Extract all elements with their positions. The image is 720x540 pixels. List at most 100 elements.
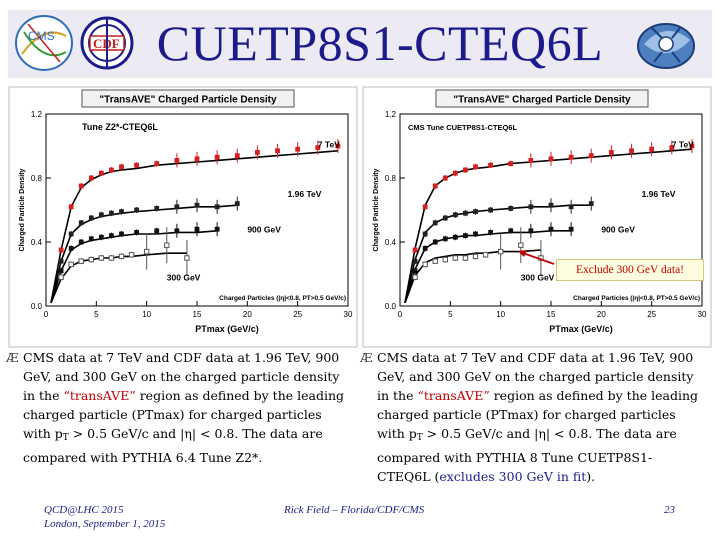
series-label: 300 GeV: [167, 272, 201, 282]
data-point: [128, 252, 135, 258]
y-tick-label: 0.0: [31, 302, 43, 311]
data-point: [442, 236, 448, 242]
data-point: [174, 204, 180, 210]
data-point: [508, 206, 514, 211]
data-point: [98, 234, 104, 240]
data-point: [134, 207, 139, 213]
chart-right-svg: "TransAVE" Charged Particle Density 0.0 0.…: [362, 86, 712, 348]
chart-title-box: [435, 89, 649, 108]
bullet-right-part4: ).: [586, 469, 596, 484]
bullet-right-highlight2: excludes 300 GeV in fit: [439, 469, 587, 484]
data-point: [58, 268, 64, 274]
data-point: [275, 148, 280, 154]
data-point: [108, 255, 115, 261]
data-point: [174, 228, 180, 234]
data-point: [452, 234, 458, 240]
data-point: [295, 146, 301, 152]
data-point: [422, 246, 428, 251]
series-0: 7 TeV: [50, 139, 341, 303]
data-point: [88, 256, 94, 263]
data-point: [463, 210, 468, 216]
data-point: [119, 209, 124, 214]
data-point: [78, 220, 84, 226]
data-point: [689, 143, 695, 149]
data-point: [134, 230, 139, 235]
cut-label: Charged Particles (|η|<0.8, PT>0.5 GeV/c…: [573, 295, 700, 302]
bullet-left-subscript: T: [62, 433, 69, 443]
data-point: [214, 154, 220, 160]
data-point: [164, 242, 170, 248]
callout-arrowhead: [518, 250, 527, 257]
data-point: [98, 255, 105, 261]
slide-header: CMS CDF CUETP8S1-CTEQ6L: [0, 0, 720, 82]
series-1: 1.96 TeV: [50, 189, 322, 303]
x-tick-label: 10: [496, 310, 505, 319]
data-point: [568, 204, 574, 210]
data-point: [58, 274, 64, 280]
bullet-left-text: CMS data at 7 TeV and CDF data at 1.96 T…: [23, 348, 346, 467]
data-point: [78, 183, 84, 189]
data-point: [143, 248, 150, 255]
x-tick-label: 30: [344, 310, 353, 319]
data-point: [442, 215, 448, 221]
series-2: 900 GeV: [50, 222, 281, 304]
bullet-right-text: CMS data at 7 TeV and CDF data at 1.96 T…: [377, 348, 700, 486]
bullet-right-part2: region as defined by the leading charged…: [377, 388, 699, 441]
data-point: [452, 212, 458, 218]
tune-label: Tune Z2*-CTEQ6L: [82, 122, 158, 132]
x-tick-label: 20: [243, 310, 252, 319]
footer-location-date: London, September 1, 2015: [44, 518, 166, 530]
footer-conference-name: QCD@LHC 2015: [44, 504, 124, 516]
data-point: [432, 258, 438, 264]
data-point: [109, 233, 114, 238]
data-point: [442, 256, 448, 263]
data-point: [68, 261, 74, 268]
exclude-300gev-callout: Exclude 300 GeV data!: [556, 259, 704, 281]
data-point: [548, 202, 554, 208]
data-point: [109, 167, 114, 173]
slide-title: CUETP8S1-CTEQ6L: [156, 15, 604, 71]
x-tick-label: 0: [44, 310, 49, 319]
cdf-logo: CDF: [80, 16, 134, 70]
bullet-left-part1: CMS data at 7 TeV and CDF data at 1.96 T…: [23, 350, 340, 403]
chart-title-box: [81, 89, 295, 108]
y-axis-label: Charged Particle Density: [373, 168, 380, 251]
data-point: [119, 164, 124, 170]
y-axis-label: Charged Particle Density: [19, 168, 26, 251]
bullet-right: Æ CMS data at 7 TeV and CDF data at 1.96…: [360, 348, 700, 486]
data-point: [58, 247, 64, 253]
data-point: [118, 253, 125, 260]
data-point: [508, 161, 514, 166]
data-point: [98, 170, 104, 176]
bullet-left-part3: > 0.5 GeV/c and |η| < 0.8. The data are …: [23, 426, 323, 465]
data-point: [442, 175, 448, 181]
chart-left: "TransAVE" Charged Particle Density 0.0 0.…: [8, 86, 358, 348]
data-point: [488, 230, 493, 235]
tune-label: CMS Tune CUETP8S1-CTEQ6L: [408, 123, 517, 132]
data-point: [452, 170, 458, 176]
series-2: 900 GeV: [404, 222, 635, 304]
data-point: [214, 204, 220, 210]
y-tick-label: 0.4: [385, 238, 397, 247]
data-point: [68, 231, 74, 237]
data-point: [194, 226, 200, 232]
data-point: [154, 206, 160, 211]
x-tick-label: 10: [142, 310, 151, 319]
data-point: [482, 252, 489, 258]
data-point: [194, 202, 200, 208]
callout-arrow: [519, 251, 555, 265]
bullet-marker: Æ: [360, 350, 373, 365]
y-tick-label: 0.4: [31, 238, 43, 247]
data-point: [412, 247, 418, 253]
y-tick-label: 0.8: [385, 174, 397, 183]
x-tick-label: 25: [647, 310, 656, 319]
data-point: [255, 150, 260, 155]
chart-right: "TransAVE" Charged Particle Density 0.0 0.…: [362, 86, 712, 348]
data-point: [432, 183, 438, 189]
bullet-right-part3: > 0.5 GeV/c and |η| < 0.8. The data are …: [377, 426, 677, 484]
data-point: [508, 228, 514, 234]
x-tick-label: 5: [94, 310, 99, 319]
data-point: [568, 154, 574, 160]
x-tick-label: 5: [448, 310, 453, 319]
x-tick-label: 25: [293, 310, 302, 319]
